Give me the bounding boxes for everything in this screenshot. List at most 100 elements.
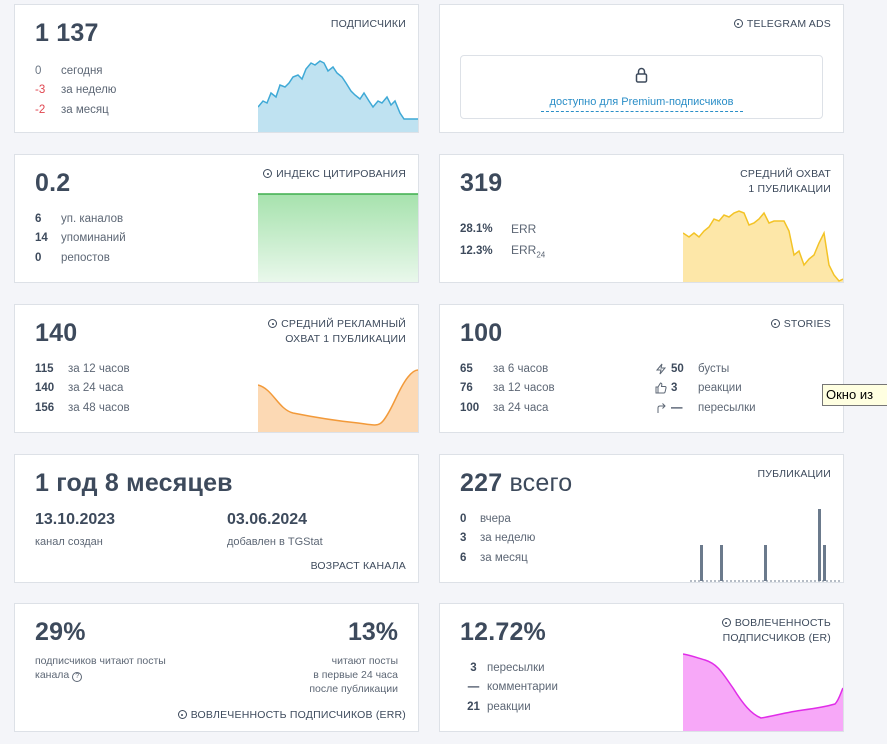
- stories-caption: STORIES: [770, 317, 831, 332]
- average-reach-card[interactable]: 319 СРЕДНИЙ ОХВАТ 1 ПУБЛИКАЦИИ 28.1% ERR 1…: [439, 154, 844, 283]
- stat-label: упоминаний: [61, 232, 126, 245]
- err-left-text-content: подписчиков читают посты канала: [35, 655, 166, 681]
- stat-label: за 48 часов: [68, 401, 130, 414]
- lightning-icon: [655, 363, 667, 375]
- stat-row: 3 реакции: [655, 379, 756, 399]
- sparkline-area: [683, 211, 843, 282]
- bar: [823, 545, 826, 581]
- stat-num: 3: [671, 382, 678, 395]
- stat-row: 3 пересылки: [460, 658, 558, 678]
- created-label: канал создан: [35, 536, 103, 548]
- stat-num: —: [467, 681, 480, 694]
- err-value: 28.1%: [460, 222, 493, 235]
- channel-age-caption: ВОЗРАСТ КАНАЛА: [310, 560, 406, 572]
- info-icon: [263, 169, 273, 178]
- stat-row: — пересылки: [655, 398, 756, 418]
- stat-label: репостов: [61, 251, 110, 264]
- stories-card[interactable]: 100 STORIES 65 за 6 часов 76 за 12 часов 1…: [439, 304, 844, 433]
- stat-label: за месяц: [480, 551, 528, 564]
- lock-icon: [635, 67, 648, 83]
- citation-card[interactable]: 0.2 ИНДЕКС ЦИТИРОВАНИЯ 6 уп. каналов 14 уп…: [14, 154, 419, 283]
- premium-box[interactable]: доступно для Premium-подписчиков: [460, 55, 823, 119]
- bar: [818, 509, 821, 581]
- ad-reach-chart[interactable]: [258, 365, 418, 433]
- chart-area: [683, 654, 843, 731]
- stat-num: 100: [460, 401, 480, 414]
- reach-caption: СРЕДНИЙ ОХВАТ 1 ПУБЛИКАЦИИ: [740, 167, 831, 197]
- stat-label: реакции: [487, 700, 531, 713]
- stat-row: 65 за 6 часов: [460, 359, 555, 379]
- posts-card[interactable]: 227 всего ПУБЛИКАЦИИ 0 вчера 3 за неделю 6…: [439, 454, 844, 583]
- posts-bar-chart[interactable]: [690, 505, 842, 583]
- citation-caption-text: ИНДЕКС ЦИТИРОВАНИЯ: [276, 168, 406, 180]
- citation-caption: ИНДЕКС ЦИТИРОВАНИЯ: [263, 167, 406, 182]
- stat-row: 0 вчера: [460, 509, 535, 529]
- info-icon: [733, 19, 743, 28]
- stories-activity: 50 бусты 3 реакции — пересылки: [655, 359, 756, 418]
- channel-age-card[interactable]: 1 год 8 месяцев 13.10.2023 канал создан …: [14, 454, 419, 583]
- average-reach-value: 319: [460, 169, 503, 197]
- ad-reach-caption-line1: СРЕДНИЙ РЕКЛАМНЫЙ: [281, 318, 406, 330]
- citation-chart[interactable]: [258, 193, 418, 283]
- subscribers-count: 1 137: [35, 19, 99, 47]
- telegram-ads-card[interactable]: TELEGRAM ADS доступно для Premium-подпис…: [439, 4, 844, 133]
- err-caption: ВОВЛЕЧЕННОСТЬ ПОДПИСЧИКОВ (ERR): [177, 708, 406, 723]
- stat-label: за 6 часов: [493, 362, 549, 375]
- er-value: 12.72%: [460, 618, 546, 646]
- er-caption-line2: ПОДПИСЧИКОВ (ER): [722, 632, 831, 644]
- stat-row: 14 упоминаний: [35, 229, 126, 249]
- ad-reach-caption-line2: ОХВАТ 1 ПУБЛИКАЦИИ: [285, 333, 406, 345]
- stat-label: за 24 часа: [68, 382, 124, 395]
- bar: [700, 545, 703, 581]
- er-stats: 3 пересылки — комментарии 21 реакции: [460, 658, 558, 717]
- stat-num: 156: [35, 401, 55, 414]
- stat-row: 100 за 24 часа: [460, 398, 555, 418]
- subscribers-sparkline[interactable]: [258, 55, 418, 133]
- stat-num: 50: [671, 362, 684, 375]
- subscribers-card[interactable]: 1 137 ПОДПИСЧИКИ 0 сегодня -3 за неделю -2…: [14, 4, 419, 133]
- ads-caption: TELEGRAM ADS: [733, 17, 831, 32]
- reach-sparkline[interactable]: [683, 205, 843, 283]
- ad-reach-card[interactable]: 140 СРЕДНИЙ РЕКЛАМНЫЙ ОХВАТ 1 ПУБЛИКАЦИИ …: [14, 304, 419, 433]
- subscribers-stats: 0 сегодня -3 за неделю -2 за месяц: [35, 61, 116, 120]
- stat-row: 0 сегодня: [35, 61, 116, 81]
- stat-label: комментарии: [487, 681, 558, 694]
- er-card[interactable]: 12.72% ВОВЛЕЧЕННОСТЬ ПОДПИСЧИКОВ (ER) 3 пе…: [439, 603, 844, 732]
- added-label: добавлен в TGStat: [227, 536, 323, 548]
- err24-label: ERR24: [511, 243, 545, 259]
- ad-reach-stats: 115 за 12 часов 140 за 24 часа 156 за 48 ча…: [35, 359, 130, 418]
- er-chart[interactable]: [683, 652, 843, 732]
- posts-stats: 0 вчера 3 за неделю 6 за месяц: [460, 509, 535, 568]
- err-left-value: 29%: [35, 618, 86, 646]
- sparkline-area: [258, 61, 418, 132]
- stat-row: 12.3% ERR24: [460, 242, 545, 262]
- stat-row: 21 реакции: [460, 697, 558, 717]
- err-card[interactable]: 29% подписчиков читают посты канала ? 13…: [14, 603, 419, 732]
- stat-label: бусты: [698, 362, 730, 375]
- stat-row: 115 за 12 часов: [35, 359, 130, 379]
- er-caption-line1: ВОВЛЕЧЕННОСТЬ: [734, 617, 831, 629]
- stat-row: -2 за месяц: [35, 100, 116, 120]
- stat-row: -3 за неделю: [35, 81, 116, 101]
- stat-num: 14: [35, 232, 48, 245]
- stat-label: за неделю: [480, 532, 536, 545]
- chart-line: [683, 653, 843, 719]
- stat-num: 0: [35, 64, 42, 77]
- ad-reach-value: 140: [35, 319, 78, 347]
- sparkline-line: [258, 60, 418, 120]
- err-label: ERR: [511, 221, 537, 236]
- stat-num: -2: [35, 103, 46, 116]
- err24-label-sub: 24: [536, 250, 546, 260]
- stat-row: 6 уп. каналов: [35, 209, 126, 229]
- err24-value: 12.3%: [460, 245, 493, 258]
- question-icon[interactable]: ?: [72, 672, 83, 682]
- citation-stats: 6 уп. каналов 14 упоминаний 0 репостов: [35, 209, 126, 268]
- stat-row: 156 за 48 часов: [35, 398, 130, 418]
- err-left-text: подписчиков читают посты канала ?: [35, 654, 185, 682]
- stat-num: 76: [460, 382, 473, 395]
- stat-label: вчера: [480, 512, 511, 525]
- chart-area: [258, 370, 418, 432]
- premium-link[interactable]: доступно для Premium-подписчиков: [549, 96, 734, 108]
- stat-label: за 12 часов: [493, 382, 555, 395]
- posts-total-suffix: всего: [509, 469, 573, 497]
